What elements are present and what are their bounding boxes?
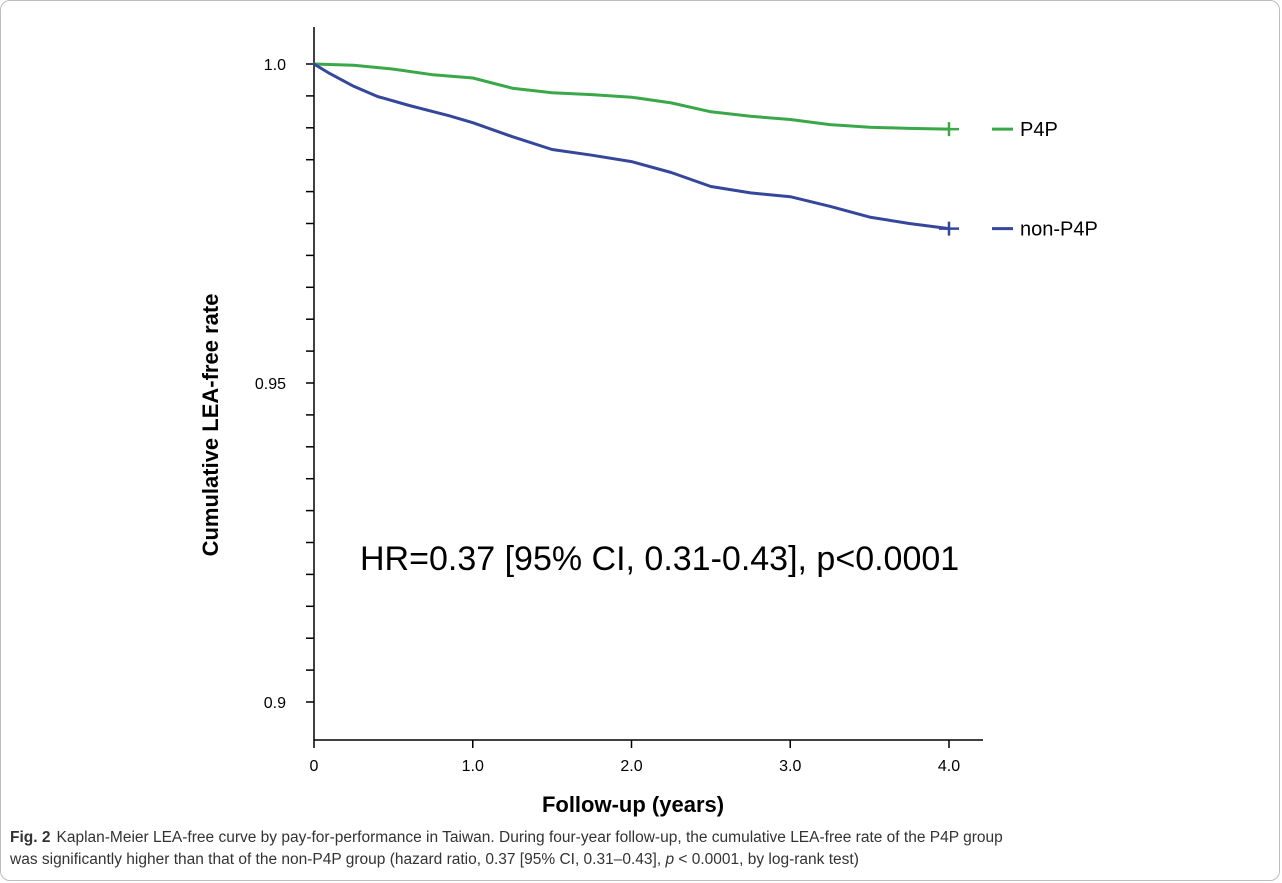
figure-caption: Fig. 2 Kaplan-Meier LEA-free curve by pay… xyxy=(10,827,1272,871)
censor-mark-p4p xyxy=(939,122,959,137)
caption-line-2: was significantly higher than that of th… xyxy=(10,849,1272,871)
x-tick-label: 3.0 xyxy=(779,758,801,775)
y-axis-label: Cumulative LEA-free rate xyxy=(198,294,223,557)
caption-p-symbol: p xyxy=(665,851,675,868)
legend-label-non-p4p: non-P4P xyxy=(1020,219,1098,241)
legend-label-p4p: P4P xyxy=(1020,119,1058,141)
y-tick-label: 1.0 xyxy=(264,57,286,74)
x-tick-label: 1.0 xyxy=(462,758,484,775)
x-tick-label: 4.0 xyxy=(938,758,960,775)
series-line-non-p4p xyxy=(312,62,951,231)
caption-line-1: Fig. 2 Kaplan-Meier LEA-free curve by pay… xyxy=(10,827,1272,849)
caption-text-2a: was significantly higher than that of th… xyxy=(10,851,666,868)
caption-text-2b: < 0.0001, by log-rank test) xyxy=(674,851,859,868)
y-axis: 0.9 0.95 1.0 xyxy=(255,27,315,740)
legend: P4P non-P4P xyxy=(992,119,1098,241)
series-layer xyxy=(312,62,959,236)
censor-mark-non-p4p xyxy=(939,221,959,236)
y-tick-label: 0.95 xyxy=(255,376,286,393)
y-tick-label: 0.9 xyxy=(264,695,286,712)
x-axis: 0 1.0 2.0 3.0 4.0 xyxy=(310,739,983,775)
x-axis-label: Follow-up (years) xyxy=(542,792,724,817)
x-tick-label: 0 xyxy=(310,758,319,775)
caption-text-1: Kaplan-Meier LEA-free curve by pay-for-p… xyxy=(56,829,1003,846)
hazard-ratio-annotation: HR=0.37 [95% CI, 0.31-0.43], p<0.0001 xyxy=(360,540,959,578)
x-tick-label: 2.0 xyxy=(620,758,642,775)
figure-label: Fig. 2 xyxy=(10,829,51,846)
series-line-p4p xyxy=(312,62,951,131)
km-chart: 0.9 0.95 1.0 0 1.0 2.0 3.0 4.0 P4P non-P4P HR=0… xyxy=(198,27,1098,817)
